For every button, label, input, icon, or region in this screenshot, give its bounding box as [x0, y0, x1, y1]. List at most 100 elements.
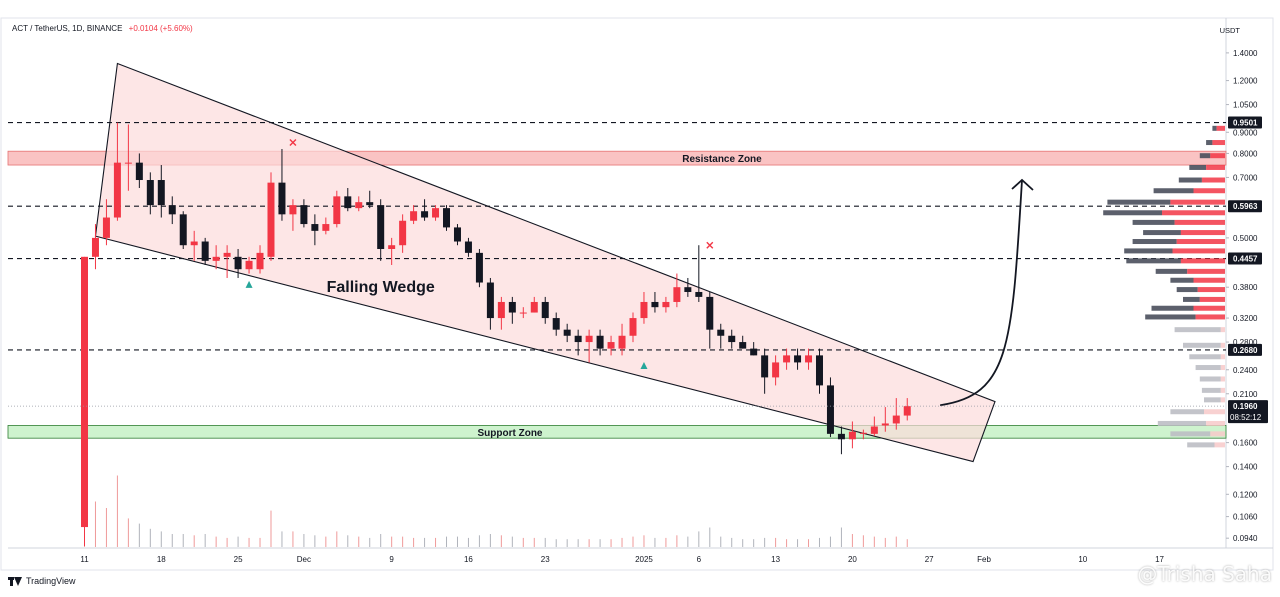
- candle-body: [333, 196, 341, 225]
- volume-profile-up: [1220, 354, 1225, 360]
- volume-bar: [533, 537, 535, 547]
- volume-profile-row: [1183, 296, 1225, 302]
- volume-bar: [665, 537, 667, 547]
- volume-bar: [643, 535, 645, 547]
- candle: [486, 277, 494, 330]
- volume-profile-row: [1189, 354, 1225, 360]
- candle-body: [245, 260, 253, 270]
- y-tick-label: 0.2800: [1233, 338, 1258, 347]
- volume-profile-row: [1155, 268, 1225, 274]
- volume-bar: [149, 528, 151, 547]
- candle: [333, 190, 341, 228]
- volume-profile-up: [1193, 305, 1225, 311]
- candle-body: [157, 180, 165, 206]
- candle-body: [761, 355, 769, 378]
- volume-bar: [259, 537, 261, 547]
- candle: [212, 245, 220, 270]
- x-tick-label: 18: [157, 555, 166, 564]
- candle-body: [706, 296, 714, 330]
- candle-body: [190, 241, 198, 246]
- volume-profile-up: [1206, 164, 1225, 170]
- volume-bar: [873, 536, 875, 547]
- candle: [739, 335, 747, 349]
- volume-profile-up: [1162, 210, 1225, 216]
- volume-bar: [303, 534, 305, 547]
- candle: [234, 249, 242, 278]
- candle: [377, 199, 385, 261]
- volume-bar: [764, 537, 766, 547]
- volume-profile-row: [1187, 442, 1225, 448]
- candle-body: [585, 335, 593, 343]
- candle: [322, 217, 330, 235]
- candle-body: [453, 227, 461, 242]
- candle-body: [355, 202, 363, 209]
- volume-bar: [182, 534, 184, 547]
- volume-bar: [786, 539, 788, 547]
- volume-bar: [435, 537, 437, 547]
- candle: [870, 416, 878, 436]
- candle: [464, 237, 472, 257]
- volume-profile-up: [1180, 230, 1225, 236]
- volume-bar: [489, 534, 491, 547]
- candle-body: [881, 423, 889, 426]
- volume-bar: [467, 537, 469, 547]
- buy-signal-marker: [245, 280, 253, 288]
- candle-body: [486, 282, 494, 319]
- volume-bar: [160, 531, 162, 547]
- key-level-tag-box: [1228, 252, 1262, 265]
- volume-profile-up: [1220, 327, 1225, 333]
- volume-profile-down: [1124, 248, 1173, 254]
- y-tick-label: 0.1400: [1233, 463, 1258, 472]
- candle: [267, 172, 275, 261]
- candle-body: [717, 329, 725, 336]
- tradingview-logo[interactable]: TradingView: [8, 576, 76, 586]
- currency-label[interactable]: USDT: [1219, 26, 1240, 35]
- volume-bar: [94, 501, 96, 547]
- volume-bar: [775, 537, 777, 547]
- candle: [102, 199, 110, 246]
- volume-bar: [500, 535, 502, 547]
- candle-body: [826, 385, 834, 434]
- key-level-tag-label: 0.5963: [1233, 202, 1258, 211]
- candle-body: [124, 162, 132, 164]
- volume-bar: [577, 539, 579, 547]
- breakout-arrow-head: [1011, 178, 1034, 191]
- volume-bar: [632, 536, 634, 547]
- candle-body: [223, 252, 231, 257]
- volume-profile-up: [1220, 342, 1225, 348]
- volume-bar: [895, 536, 897, 547]
- volume-profile-up: [1220, 365, 1225, 371]
- candle: [640, 291, 648, 324]
- candle: [684, 277, 692, 297]
- volume-bar: [116, 475, 118, 547]
- volume-bar: [193, 535, 195, 547]
- candle: [629, 312, 637, 343]
- volume-profile-down: [1155, 268, 1188, 274]
- volume-bar: [610, 539, 612, 547]
- volume-bar: [709, 527, 711, 547]
- x-tick-label: 16: [464, 555, 473, 564]
- volume-profile-row: [1178, 177, 1225, 183]
- volume-profile-up: [1210, 153, 1225, 159]
- candle: [706, 291, 714, 349]
- author-watermark: @Trisha Saha: [1137, 562, 1272, 586]
- volume-profile-row: [1132, 239, 1225, 245]
- volume-profile-down: [1153, 188, 1194, 194]
- volume-bar: [818, 537, 820, 547]
- candle-body: [684, 287, 692, 292]
- volume-bar: [731, 537, 733, 547]
- y-tick-label: 0.3800: [1233, 283, 1258, 292]
- candle-body: [739, 342, 747, 349]
- candle: [815, 348, 823, 394]
- volume-profile-row: [1195, 365, 1225, 371]
- key-level-tag-box: [1228, 116, 1262, 129]
- volume-profile-down: [1199, 153, 1211, 159]
- last-price-value: 0.1960: [1233, 402, 1258, 411]
- volume-profile-up: [1195, 314, 1225, 320]
- y-tick-label: 0.1060: [1233, 513, 1258, 522]
- volume-profile-row: [1201, 387, 1225, 393]
- key-level-price-tag: 0.4457: [1228, 252, 1262, 265]
- candle: [432, 205, 440, 221]
- volume-bar: [544, 537, 546, 547]
